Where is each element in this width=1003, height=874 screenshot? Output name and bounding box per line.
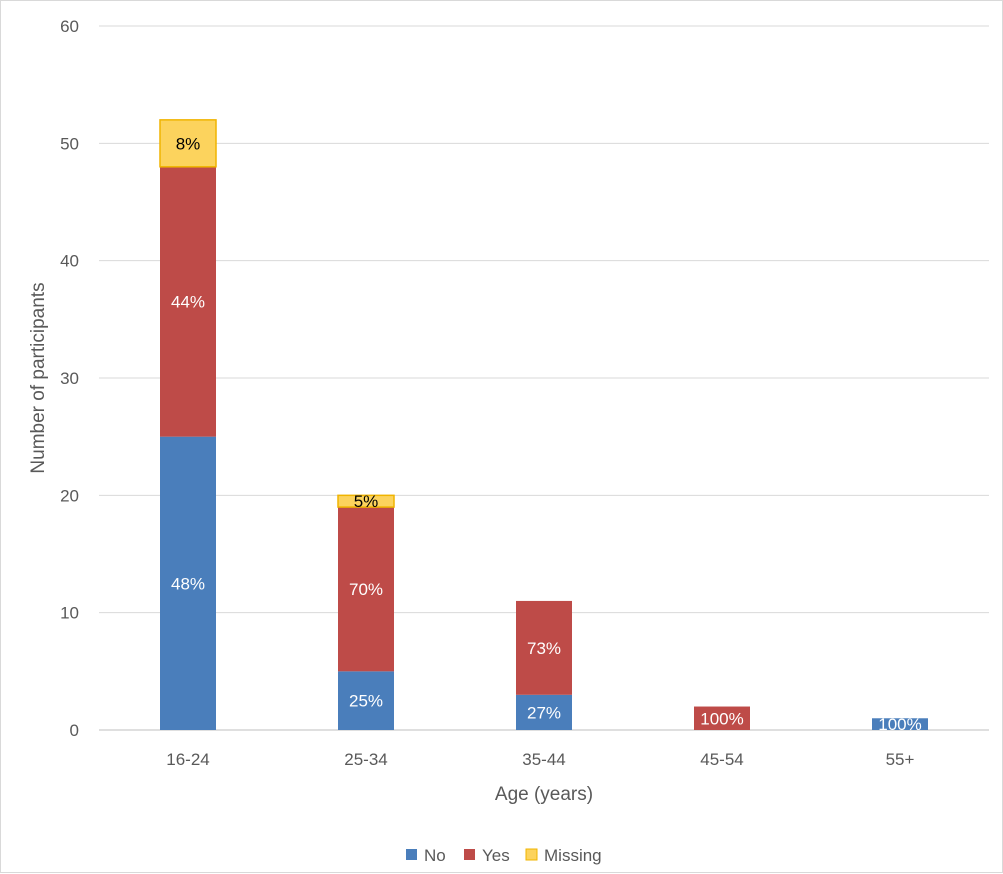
bar-segment-yes	[694, 706, 750, 730]
legend-label-no: No	[424, 846, 446, 865]
bar-segment-no	[872, 718, 928, 730]
data-label: 44%	[171, 293, 205, 312]
y-tick-label: 50	[60, 134, 79, 153]
data-label: 5%	[354, 492, 379, 511]
data-label: 73%	[527, 639, 561, 658]
gridlines	[99, 25, 989, 731]
legend-label-missing: Missing	[544, 846, 602, 865]
legend-swatch-missing	[525, 848, 538, 861]
bar-segment-missing	[159, 119, 217, 168]
bar-segment-no	[160, 436, 216, 730]
data-label: 70%	[349, 580, 383, 599]
x-tick-label: 45-54	[700, 750, 743, 769]
data-label: 8%	[176, 134, 201, 153]
bar-segment-no	[338, 671, 394, 730]
data-label: 100%	[700, 709, 743, 728]
data-label: 100%	[878, 715, 921, 734]
y-tick-label: 10	[60, 604, 79, 623]
y-tick-labels: 0 10 20 30 40 50 60	[60, 17, 79, 740]
x-tick-label: 55+	[886, 750, 915, 769]
x-tick-label: 25-34	[344, 750, 387, 769]
bar-segment-yes	[160, 166, 216, 437]
data-label: 48%	[171, 574, 205, 593]
y-axis-title: Number of participants	[28, 282, 49, 473]
legend-swatch-yes	[464, 849, 475, 860]
bar-segment-yes	[338, 507, 394, 672]
bar-segment-yes	[516, 600, 572, 695]
bars: 48% 44% 8% 25% 70% 5% 27% 73% 100% 100%	[159, 119, 928, 734]
y-tick-label: 20	[60, 486, 79, 505]
bar-segment-missing	[337, 494, 395, 508]
bar-segment-no	[516, 694, 572, 730]
legend-swatch-no	[406, 849, 417, 860]
y-tick-label: 60	[60, 17, 79, 36]
legend-label-yes: Yes	[482, 846, 510, 865]
y-tick-label: 40	[60, 252, 79, 271]
y-tick-label: 0	[70, 721, 79, 740]
x-axis-title: Age (years)	[495, 784, 593, 805]
x-tick-label: 16-24	[166, 750, 209, 769]
x-tick-label: 35-44	[522, 750, 565, 769]
data-label: 27%	[527, 703, 561, 722]
y-tick-label: 30	[60, 369, 79, 388]
x-tick-labels: 16-24 25-34 35-44 45-54 55+	[166, 750, 914, 769]
legend: No Yes Missing	[406, 846, 602, 865]
data-label: 25%	[349, 692, 383, 711]
